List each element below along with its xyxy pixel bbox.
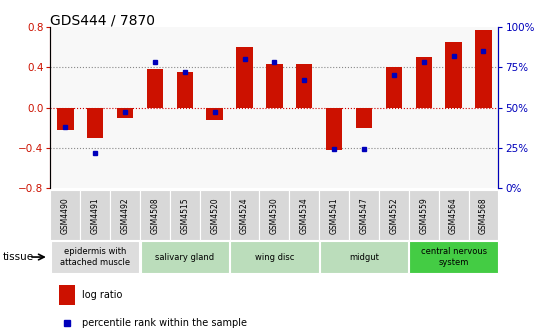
Text: epidermis with
attached muscle: epidermis with attached muscle xyxy=(60,247,130,267)
Text: GSM4515: GSM4515 xyxy=(180,197,189,234)
Bar xyxy=(87,108,104,138)
Bar xyxy=(57,108,73,130)
Bar xyxy=(141,241,229,273)
Text: GSM4520: GSM4520 xyxy=(210,197,219,234)
Bar xyxy=(290,190,319,240)
Text: GSM4530: GSM4530 xyxy=(270,197,279,234)
Text: GSM4568: GSM4568 xyxy=(479,197,488,234)
Bar xyxy=(170,190,200,240)
Bar xyxy=(266,64,283,108)
Bar xyxy=(110,190,140,240)
Bar xyxy=(207,108,223,120)
Bar xyxy=(50,190,80,240)
Bar xyxy=(259,190,290,240)
Bar xyxy=(59,285,75,304)
Text: tissue: tissue xyxy=(3,252,34,262)
Bar xyxy=(80,190,110,240)
Bar xyxy=(117,108,133,118)
Text: GSM4541: GSM4541 xyxy=(330,197,339,234)
Text: salivary gland: salivary gland xyxy=(155,253,214,261)
Bar xyxy=(475,30,492,108)
Bar xyxy=(200,190,230,240)
Text: GSM4492: GSM4492 xyxy=(120,197,129,234)
Text: percentile rank within the sample: percentile rank within the sample xyxy=(82,318,247,328)
Text: GSM4490: GSM4490 xyxy=(61,197,70,234)
Bar xyxy=(230,190,259,240)
Text: GSM4564: GSM4564 xyxy=(449,197,458,234)
Text: midgut: midgut xyxy=(349,253,379,261)
Text: GSM4559: GSM4559 xyxy=(419,197,428,234)
Bar xyxy=(356,108,372,128)
Text: GSM4524: GSM4524 xyxy=(240,197,249,234)
Text: GSM4547: GSM4547 xyxy=(360,197,368,234)
Bar xyxy=(51,241,139,273)
Bar xyxy=(320,241,408,273)
Text: GSM4491: GSM4491 xyxy=(91,197,100,234)
Text: log ratio: log ratio xyxy=(82,290,122,300)
Bar xyxy=(296,64,312,108)
Text: GSM4552: GSM4552 xyxy=(389,197,398,234)
Bar xyxy=(409,190,438,240)
Bar xyxy=(236,47,253,108)
Text: central nervous
system: central nervous system xyxy=(421,247,487,267)
Bar xyxy=(416,57,432,108)
Text: GSM4508: GSM4508 xyxy=(151,197,160,234)
Bar xyxy=(438,190,469,240)
Bar xyxy=(469,190,498,240)
Bar xyxy=(319,190,349,240)
Text: wing disc: wing disc xyxy=(255,253,294,261)
Bar xyxy=(230,241,319,273)
Bar xyxy=(445,42,462,108)
Bar xyxy=(140,190,170,240)
Bar xyxy=(409,241,498,273)
Text: GSM4534: GSM4534 xyxy=(300,197,309,234)
Bar xyxy=(176,72,193,108)
Bar xyxy=(386,67,402,108)
Bar xyxy=(326,108,342,150)
Bar xyxy=(147,69,163,108)
Bar xyxy=(379,190,409,240)
Bar xyxy=(349,190,379,240)
Text: GDS444 / 7870: GDS444 / 7870 xyxy=(50,13,156,28)
